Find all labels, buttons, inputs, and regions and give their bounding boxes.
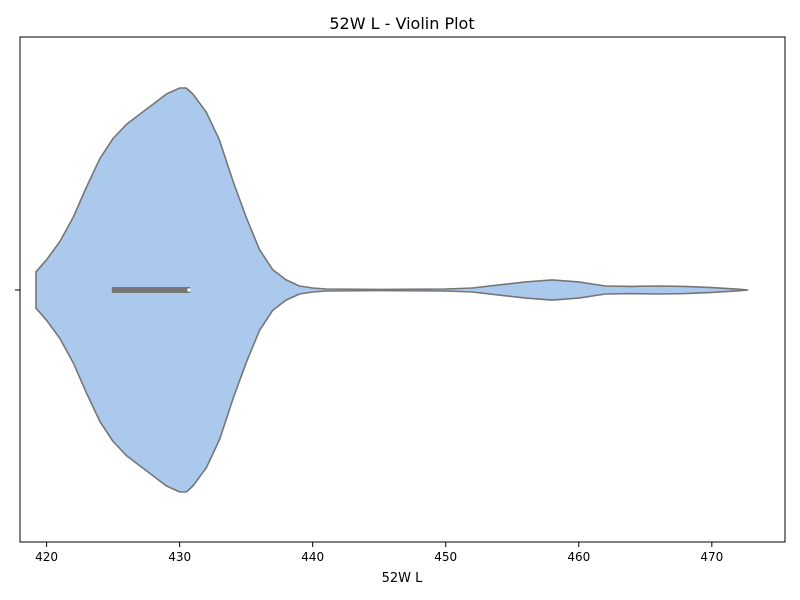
x-tick-label: 470	[700, 550, 723, 564]
plot-area	[35, 87, 749, 493]
x-tick-label: 420	[35, 550, 58, 564]
x-tick-label: 440	[301, 550, 324, 564]
chart-title: 52W L - Violin Plot	[329, 14, 474, 33]
x-tick-label: 430	[168, 550, 191, 564]
x-axis-label: 52W L	[382, 571, 424, 586]
violin-body	[35, 87, 749, 493]
x-tick-label: 460	[567, 550, 590, 564]
x-tick-label: 450	[434, 550, 457, 564]
x-axis: 420 430 440 450 460 470	[35, 542, 723, 564]
iqr-box	[111, 287, 191, 293]
median-marker	[187, 288, 191, 292]
